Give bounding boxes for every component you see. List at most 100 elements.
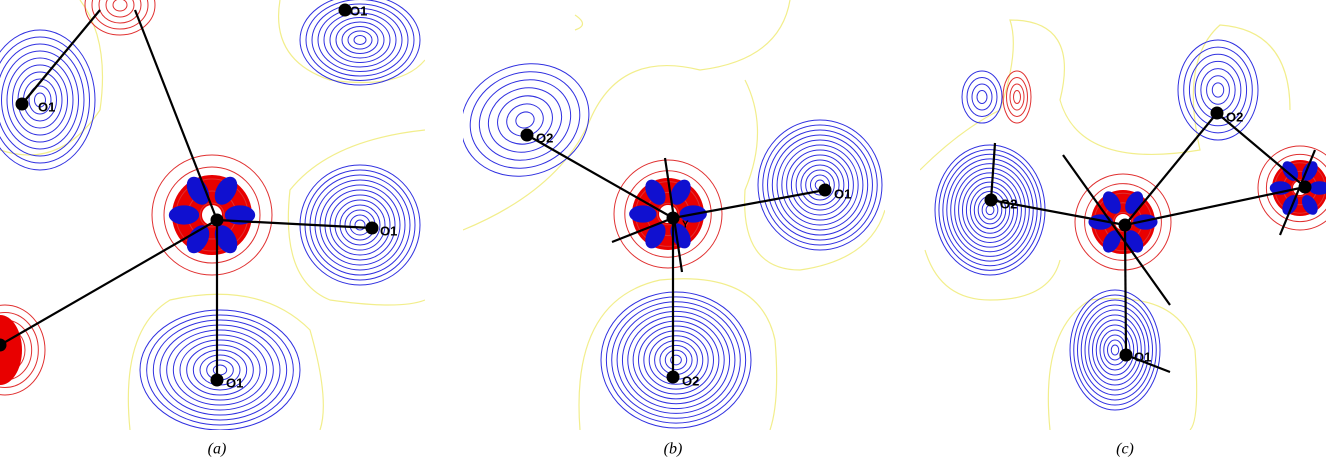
contour xyxy=(1110,344,1120,356)
contour xyxy=(353,35,367,45)
bond xyxy=(21,9,101,105)
contour xyxy=(152,319,288,421)
density-blob xyxy=(1133,214,1158,230)
atom xyxy=(1210,106,1224,120)
contour xyxy=(805,169,835,201)
density-blob xyxy=(168,205,200,225)
bonds xyxy=(0,9,1317,380)
bond xyxy=(216,218,373,230)
density-blob xyxy=(1282,161,1299,181)
bond xyxy=(133,9,219,221)
contour xyxy=(305,0,415,81)
density-blob xyxy=(1308,181,1326,195)
contour xyxy=(574,14,584,31)
contour xyxy=(966,77,998,117)
atom xyxy=(365,221,379,235)
contour xyxy=(809,174,831,196)
contour xyxy=(1206,75,1230,105)
contour xyxy=(985,204,995,216)
atom-label: O1 xyxy=(226,375,243,390)
contour xyxy=(638,325,714,395)
contour xyxy=(767,129,873,241)
contour xyxy=(354,219,366,231)
contour xyxy=(463,0,791,231)
contour xyxy=(323,12,397,68)
contour xyxy=(91,0,149,30)
contour xyxy=(954,167,1026,253)
bond xyxy=(989,142,997,201)
contour xyxy=(146,314,294,426)
atom xyxy=(520,128,534,142)
density-blob xyxy=(214,176,238,205)
density-blob xyxy=(1102,191,1121,214)
density-blob xyxy=(1102,230,1121,253)
contour xyxy=(965,181,1015,239)
contour xyxy=(339,204,381,246)
contour xyxy=(969,186,1011,234)
contour xyxy=(781,144,859,226)
contour xyxy=(934,144,1046,276)
contour xyxy=(632,320,720,400)
contour xyxy=(795,159,845,211)
contour xyxy=(212,364,228,376)
atom xyxy=(210,373,224,387)
bond xyxy=(1125,353,1171,374)
contour xyxy=(958,172,1022,248)
atom xyxy=(984,193,998,207)
contour xyxy=(105,0,135,18)
atom xyxy=(0,338,7,352)
contour xyxy=(0,29,96,171)
atom-label: O1 xyxy=(834,186,851,201)
contour xyxy=(1080,304,1150,396)
atom xyxy=(666,370,680,384)
density-blob xyxy=(645,179,666,205)
atom-label: O1 xyxy=(38,99,55,114)
atom-label: O1 xyxy=(350,3,367,18)
contour xyxy=(0,0,104,156)
contour xyxy=(112,0,128,12)
contour xyxy=(317,8,403,72)
contour xyxy=(790,154,850,216)
contour xyxy=(950,163,1030,257)
atoms xyxy=(0,3,1312,387)
atom xyxy=(210,213,224,227)
contour xyxy=(776,139,864,231)
density-blob xyxy=(1301,161,1318,181)
contour xyxy=(186,344,254,396)
contour xyxy=(664,349,688,371)
contour xyxy=(1074,173,1172,271)
bond xyxy=(1062,154,1171,306)
atom xyxy=(666,211,680,225)
contour xyxy=(311,3,409,77)
contour xyxy=(800,164,840,206)
contour xyxy=(786,149,854,221)
contour xyxy=(611,301,741,419)
contour xyxy=(1188,53,1248,127)
atom xyxy=(1119,348,1133,362)
contour xyxy=(1200,68,1236,112)
bond xyxy=(526,134,674,219)
contour xyxy=(329,17,391,63)
contour xyxy=(0,304,46,396)
contour xyxy=(179,339,261,401)
contour xyxy=(920,19,1291,171)
bond xyxy=(1216,112,1306,188)
contour xyxy=(757,119,883,251)
contour xyxy=(648,335,704,385)
contour xyxy=(1013,90,1021,104)
atom xyxy=(338,3,352,17)
bond xyxy=(1124,112,1218,226)
contour xyxy=(1265,153,1326,223)
contour xyxy=(299,0,421,86)
contour xyxy=(1177,39,1259,141)
density-blob xyxy=(670,179,691,205)
contour xyxy=(6,57,74,143)
contour xyxy=(1095,324,1135,376)
atom xyxy=(818,183,832,197)
contour xyxy=(1006,77,1028,117)
contour xyxy=(159,324,281,416)
contour xyxy=(1084,183,1162,261)
contour xyxy=(973,190,1007,230)
contour xyxy=(287,129,425,306)
